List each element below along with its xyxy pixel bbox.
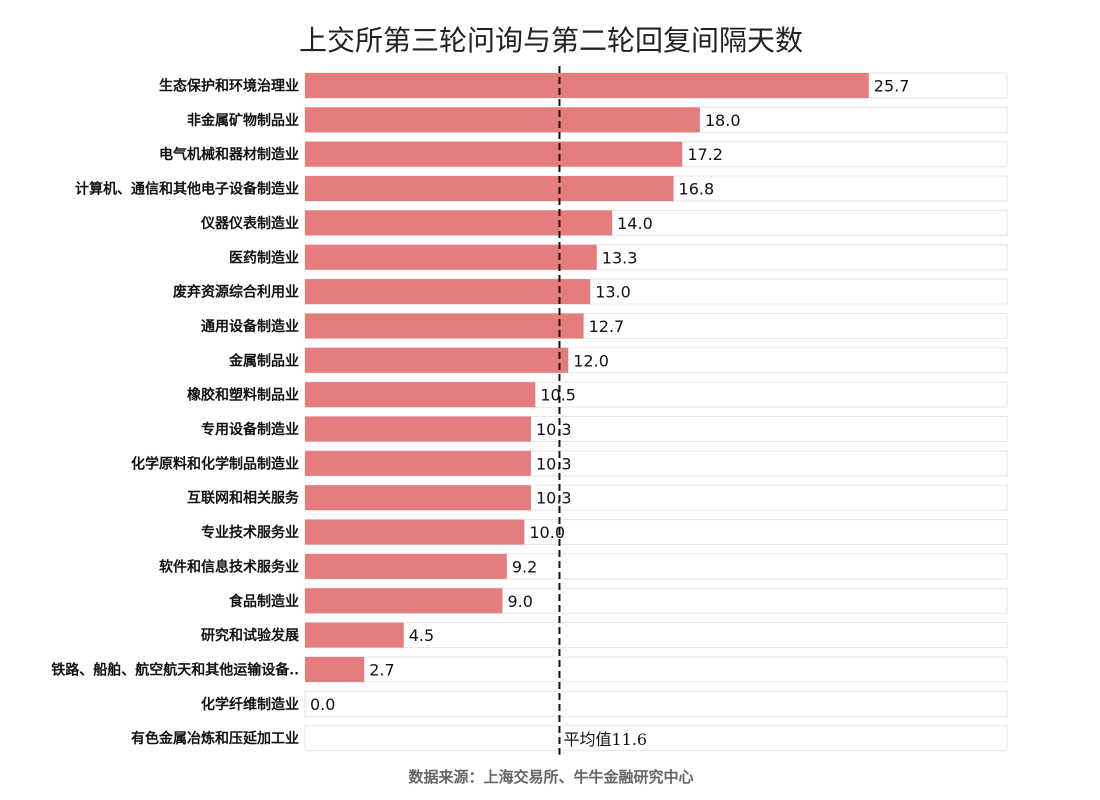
value-label: 4.5: [409, 626, 434, 645]
category-label: 非金属矿物制品业: [187, 112, 299, 129]
value-labels: 25.7 18.0 17.2 16.8 14.0 13.3 13.0 12.7 12.0 10.5…: [310, 77, 909, 714]
category-label: 互联网和相关服务: [187, 490, 300, 507]
category-label: 软件和信息技术服务业: [159, 558, 299, 575]
category-label: 金属制品业: [228, 352, 299, 369]
bar: [305, 210, 613, 236]
bar-track: [304, 725, 1008, 752]
value-label: 17.2: [687, 145, 723, 164]
chart-title: 上交所第三轮问询与第二轮回复间隔天数: [299, 24, 803, 57]
bar: [305, 588, 503, 614]
value-label: 25.7: [874, 77, 910, 96]
category-label: 橡胶和塑料制品业: [187, 387, 299, 404]
value-label: 12.0: [573, 351, 609, 370]
bar: [305, 382, 536, 408]
category-label: 化学纤维制造业: [201, 696, 299, 713]
bar: [305, 416, 531, 442]
value-label: 10.5: [540, 386, 576, 405]
value-label: 13.3: [602, 248, 638, 267]
bar: [305, 73, 869, 98]
category-label: 化学原料和化学制品制造业: [131, 455, 299, 472]
value-label: 14.0: [617, 214, 653, 233]
value-label: 18.0: [705, 111, 741, 130]
value-label: 10.3: [536, 454, 572, 473]
bar: [305, 313, 584, 339]
category-label: 专业技术服务业: [201, 524, 299, 541]
category-label: 医药制造业: [229, 249, 299, 266]
category-label: 专用设备制造业: [201, 421, 299, 438]
category-label: 电气机械和器材制造业: [159, 146, 299, 163]
source-note: 数据来源：上海交易所、牛牛金融研究中心: [408, 768, 693, 786]
value-label: 10.3: [536, 420, 572, 439]
bar: [305, 450, 531, 476]
value-label: 10.0: [529, 523, 565, 542]
bar-track: [304, 656, 1008, 683]
category-label: 计算机、通信和其他电子设备制造业: [75, 181, 299, 198]
value-label: 9.0: [507, 592, 532, 611]
bar: [305, 279, 591, 305]
bar: [305, 485, 531, 511]
bar: [305, 519, 525, 545]
value-label: 12.7: [589, 317, 625, 336]
category-label: 仪器仪表制造业: [200, 215, 299, 232]
category-labels: 生态保护和环境治理业非金属矿物制品业电气机械和器材制造业计算机、通信和其他电子设…: [51, 78, 300, 748]
value-label: 0.0: [310, 695, 335, 714]
category-label: 废弃资源综合利用业: [173, 284, 299, 301]
bars: [305, 73, 869, 682]
bar: [305, 176, 674, 202]
value-label: 13.0: [595, 283, 631, 302]
bar: [305, 553, 507, 579]
average-marker: 平均值11.6: [558, 66, 647, 755]
value-label: 2.7: [369, 660, 394, 679]
average-label: 平均值11.6: [563, 730, 647, 749]
category-label: 食品制造业: [229, 593, 299, 610]
bar-track: [304, 690, 1008, 717]
category-label: 有色金属冶炼和压延加工业: [131, 730, 299, 747]
bar: [305, 656, 365, 682]
bar: [305, 141, 683, 167]
category-label: 研究和试验发展: [201, 627, 299, 644]
value-label: 9.2: [512, 557, 537, 576]
category-label: 通用设备制造业: [201, 318, 299, 335]
bar-tracks: [304, 72, 1008, 752]
value-label: 10.3: [536, 489, 572, 508]
bar: [305, 107, 700, 133]
bar: [305, 244, 597, 270]
bar: [305, 347, 569, 373]
category-label: 生态保护和环境治理业: [159, 78, 299, 95]
value-label: 16.8: [679, 180, 715, 199]
category-label: 铁路、船舶、航空航天和其他运输设备..: [51, 661, 299, 678]
bar: [305, 622, 404, 648]
